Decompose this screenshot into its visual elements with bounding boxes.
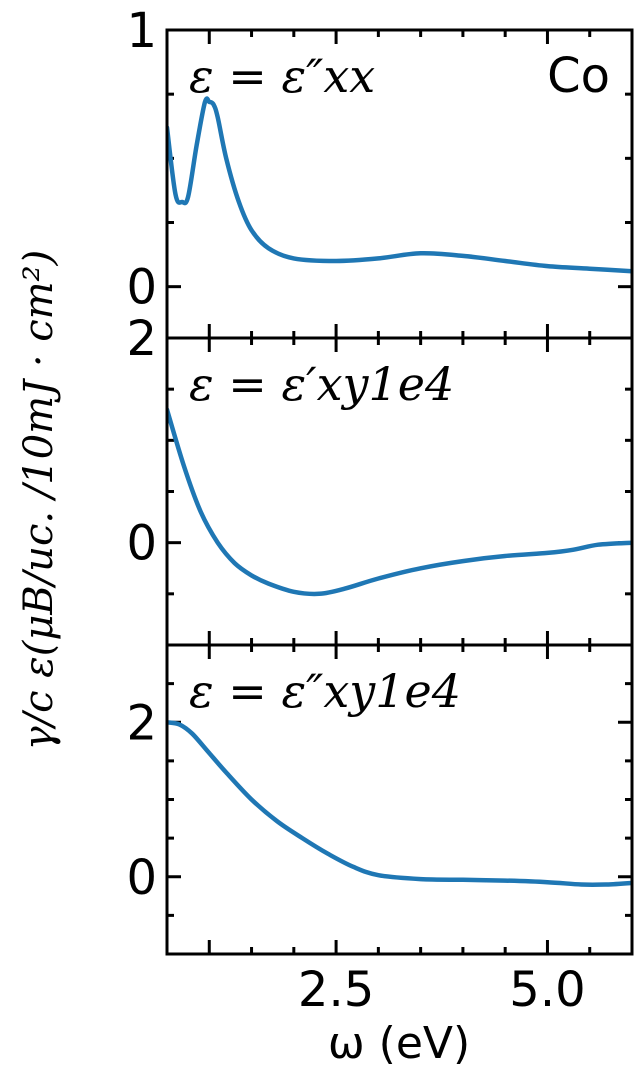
series-line	[167, 720, 632, 887]
panel-frame	[165, 643, 634, 956]
x-tick-label: 5.0	[509, 962, 585, 1018]
panel-label: ε = ε″xx	[189, 49, 375, 103]
x-axis-label: ω (eV)	[328, 1018, 470, 1069]
panel-label: ε = ε′xy1e4	[189, 357, 454, 411]
material-tag: Co	[547, 48, 610, 104]
x-tick-label: 2.5	[298, 962, 374, 1018]
panel-3: 0 2 ε = ε″xy1e4	[126, 643, 634, 956]
y-axis-label: γ/c ε(μB/uc. /10mJ · cm²)	[16, 250, 62, 751]
y-tick-label: 0	[126, 260, 157, 316]
panel-2: 0 2 ε = ε′xy1e4	[126, 311, 634, 647]
y-tick-label: 0	[126, 516, 157, 572]
y-axis-label-group: γ/c ε(μB/uc. /10mJ · cm²)	[16, 250, 62, 751]
series-line	[167, 407, 632, 597]
y-tick-label: 1	[126, 3, 157, 59]
y-tick-label: 2	[126, 311, 157, 367]
y-tick-label: 0	[126, 850, 157, 906]
series-line	[167, 96, 632, 274]
panel-1: 0 1 ε = ε″xx Co	[126, 3, 634, 340]
y-tick-label: 2	[126, 695, 157, 751]
panel-label: ε = ε″xy1e4	[189, 664, 461, 718]
